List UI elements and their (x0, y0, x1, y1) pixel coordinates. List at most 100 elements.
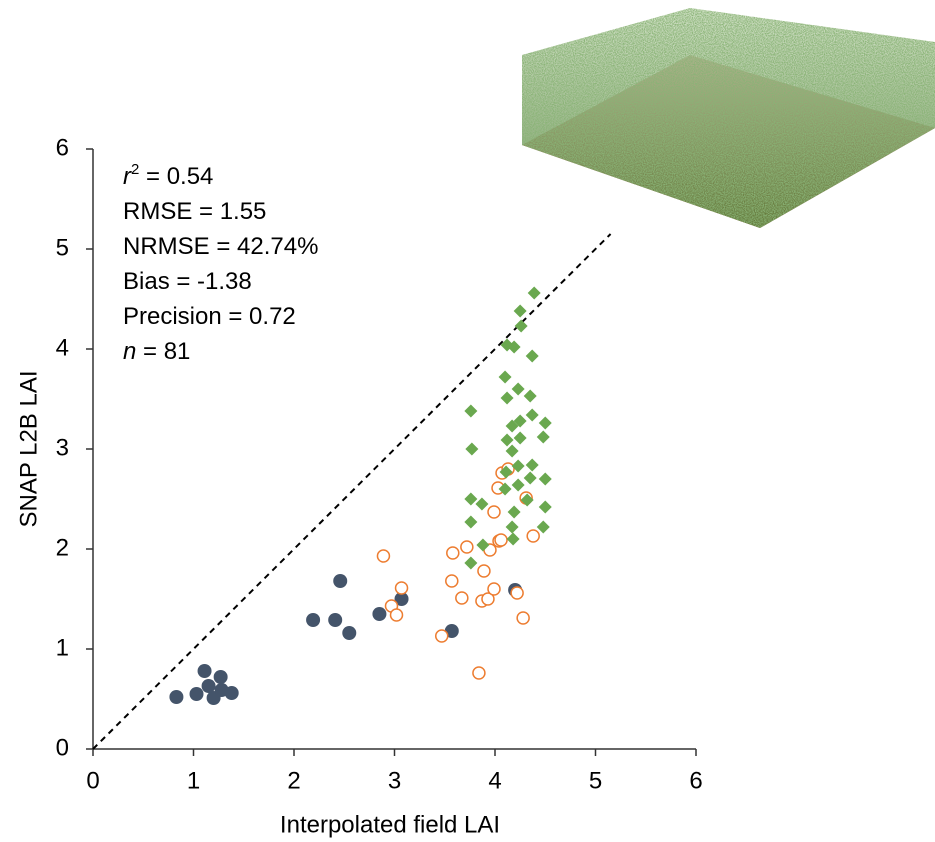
diamond-point (500, 433, 514, 447)
statistic-text: = 0.54 (139, 163, 213, 190)
y-axis-title: SNAP L2B LAI (15, 371, 42, 528)
diamond-point (511, 478, 525, 492)
open-point (445, 574, 459, 588)
open-point (472, 666, 486, 680)
diamond-point (464, 556, 478, 570)
x-axis-title: Interpolated field LAI (280, 811, 500, 838)
diamond-point (527, 286, 541, 300)
x-tick-label: 6 (689, 767, 702, 794)
diamond-point (507, 340, 521, 354)
point (224, 686, 239, 700)
x-tick-label: 4 (488, 767, 501, 794)
diamond-point (538, 416, 552, 430)
x-tick-label: 3 (388, 767, 401, 794)
statistic-symbol: n (123, 338, 136, 365)
statistic: Precision = 0.72 (123, 303, 296, 330)
diamond-point (505, 520, 519, 534)
point (197, 664, 212, 678)
diamond-point (498, 482, 512, 496)
point (189, 687, 204, 701)
diamond-point (513, 304, 527, 318)
point (169, 690, 184, 704)
diamond-point (513, 414, 527, 428)
open-point (434, 629, 449, 643)
diamond-point (514, 319, 528, 333)
diamond-point (499, 465, 513, 479)
x-tick-label: 2 (287, 767, 300, 794)
point (333, 574, 348, 588)
diamond-point (475, 497, 489, 511)
point (394, 592, 409, 606)
y-tick-label: 2 (56, 534, 69, 561)
open-point (446, 546, 460, 560)
statistic: NRMSE = 42.74% (123, 233, 318, 260)
open-point (481, 592, 495, 606)
diamond-point (538, 500, 552, 514)
diamond-point (464, 404, 478, 418)
x-tick-label: 5 (589, 767, 602, 794)
diamond-point (505, 444, 519, 458)
y-tick-label: 3 (56, 434, 69, 461)
x-tick-label: 0 (86, 767, 99, 794)
diamond-point (511, 382, 525, 396)
statistic: r2 = 0.54 (123, 161, 213, 190)
statistic-text: RMSE = 1.55 (123, 198, 266, 225)
x-tick-label: 1 (187, 767, 200, 794)
point (328, 613, 343, 627)
diamond-point (520, 493, 534, 507)
diamond-point (513, 431, 527, 445)
y-tick-label: 5 (56, 234, 69, 261)
open-point (477, 564, 491, 578)
statistic: RMSE = 1.55 (123, 198, 266, 225)
open-point (526, 529, 540, 543)
y-tick-label: 1 (56, 634, 69, 661)
point (306, 613, 321, 627)
open-point (487, 505, 501, 519)
open-point (389, 608, 404, 622)
point (372, 607, 387, 621)
open-point (376, 549, 391, 563)
diamond-point (536, 430, 550, 444)
statistic-text: Bias = -1.38 (123, 268, 252, 295)
statistics: r2 = 0.54 RMSE = 1.55 NRMSE = 42.74% Bias =… (123, 161, 318, 365)
diamond-point (506, 532, 520, 546)
diamond-point (464, 492, 478, 506)
diamond-point (498, 370, 512, 384)
diamond-point (538, 472, 552, 486)
open-point (516, 611, 530, 625)
diamond-point (465, 442, 479, 456)
diamond-point (476, 538, 490, 552)
y-tick-label: 4 (56, 334, 69, 361)
y-tick-label: 6 (56, 134, 69, 161)
one-to-one-line (92, 233, 612, 750)
statistic: Bias = -1.38 (123, 268, 252, 295)
canopy-illustration (522, 8, 935, 228)
open-point (494, 533, 508, 547)
y-tick-label: 0 (56, 734, 69, 761)
diamond-point (523, 471, 537, 485)
point (213, 670, 228, 684)
open-point (455, 591, 469, 605)
statistic-text: Precision = 0.72 (123, 303, 296, 330)
open-point (394, 581, 409, 595)
diamond-point (523, 389, 537, 403)
statistic-text: NRMSE = 42.74% (123, 233, 318, 260)
diamond-point (464, 515, 478, 529)
open-point (460, 540, 474, 554)
point (342, 626, 357, 640)
point (201, 679, 216, 693)
diamond-point (507, 505, 521, 519)
statistic-superscript: 2 (131, 161, 139, 178)
diamond-point (525, 349, 539, 363)
diamond-point (500, 391, 514, 405)
diamond-point (536, 520, 550, 534)
diamond-point (505, 419, 519, 433)
statistic-symbol: r (123, 163, 132, 190)
diamond-point (525, 408, 539, 422)
diamond-point (511, 459, 525, 473)
open-point (510, 586, 524, 600)
open-point (487, 582, 501, 596)
statistic: n = 81 (123, 338, 190, 365)
statistic-text: = 81 (136, 338, 190, 365)
